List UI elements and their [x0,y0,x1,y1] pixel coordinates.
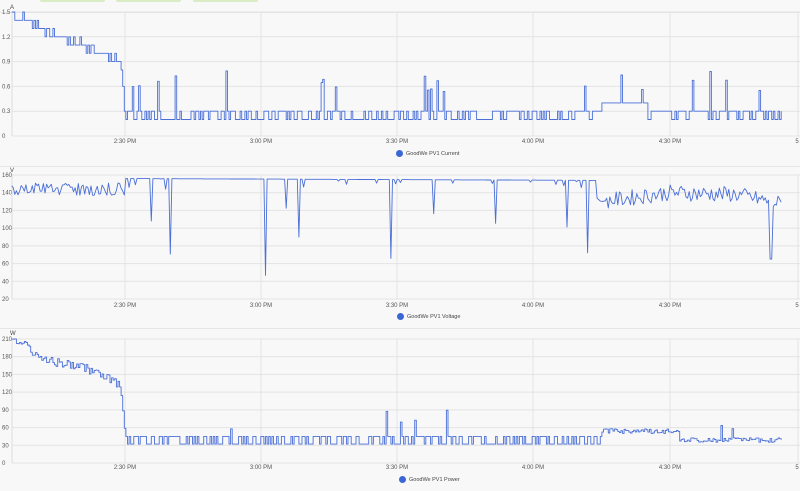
y-tick-label: 0.3 [2,109,11,115]
y-tick-label: 40 [2,279,9,285]
legend-label: GoodWe PV1 Power [409,476,460,483]
y-tick-label: 0 [2,461,6,467]
series-line-voltage[interactable] [11,178,782,276]
y-tick-label: 0.9 [2,60,11,66]
x-tick-label: 4:30 PM [659,303,681,309]
chart-current: 0 0.3 0.6 0.9 1.2 1.5A 2:30 PM 3:00 PM 3:30 PM 4:… [2,5,800,145]
y-tick-label: 30 [2,443,9,449]
x-tick-label: 4:30 PM [659,465,681,471]
y-tick-label: 80 [2,244,9,250]
x-tick-label: 3:00 PM [250,303,272,309]
y-unit-label: W [10,331,16,337]
legend-swatch-icon [396,150,403,157]
legend-power[interactable]: GoodWe PV1 Power [399,476,460,483]
y-tick-label: 120 [2,390,13,396]
x-tick-label: 4:30 PM [659,139,681,145]
series-line-power[interactable] [11,338,782,445]
y-tick-label: 140 [2,191,13,197]
legend-label: GoodWe PV1 Current [406,150,460,157]
y-tick-label: 20 [2,297,9,303]
series-line-current[interactable] [11,11,782,120]
x-tick-label: 3:30 PM [386,303,408,309]
y-tick-label: 90 [2,408,9,414]
y-tick-label: 120 [2,208,13,214]
legend-label: GoodWe PV1 Voltage [407,313,461,320]
y-tick-label: 0.6 [2,84,11,90]
legend-voltage[interactable]: GoodWe PV1 Voltage [397,313,460,320]
x-tick-label: 3:30 PM [386,465,408,471]
x-tick-label: 3:30 PM [386,139,408,145]
y-tick-label: 1.5 [2,10,11,16]
y-tick-label: 100 [2,226,13,232]
x-tick-label: 5 [795,303,799,309]
x-tick-label: 2:30 PM [114,303,136,309]
x-tick-label: 4:00 PM [522,139,544,145]
top-tab-3[interactable] [193,0,258,2]
y-tick-label: 60 [2,426,9,432]
y-tick-label: 150 [2,372,13,378]
legend-swatch-icon [397,313,404,320]
y-tick-label: 180 [2,355,13,361]
legend-current[interactable]: GoodWe PV1 Current [396,150,459,157]
y-tick-label: 160 [2,173,13,179]
y-unit-label: V [10,168,14,174]
y-tick-label: 1.2 [2,35,11,41]
legend-swatch-icon [399,476,406,483]
x-tick-label: 4:00 PM [522,465,544,471]
y-tick-label: 60 [2,262,9,268]
top-tab-2[interactable] [116,0,181,2]
y-tick-label: 210 [2,337,13,343]
x-tick-label: 3:00 PM [250,139,272,145]
panel-divider [0,166,800,167]
x-tick-label: 2:30 PM [114,139,136,145]
top-tab-bar [0,0,800,12]
x-tick-label: 5 [795,139,799,145]
x-tick-label: 2:30 PM [114,465,136,471]
x-tick-label: 5 [795,465,799,471]
y-tick-label: 0 [2,134,6,140]
y-unit-label: A [10,5,14,11]
top-tab-1[interactable] [40,0,105,2]
x-tick-label: 4:00 PM [522,303,544,309]
panel-divider [0,328,800,329]
x-tick-label: 3:00 PM [250,465,272,471]
